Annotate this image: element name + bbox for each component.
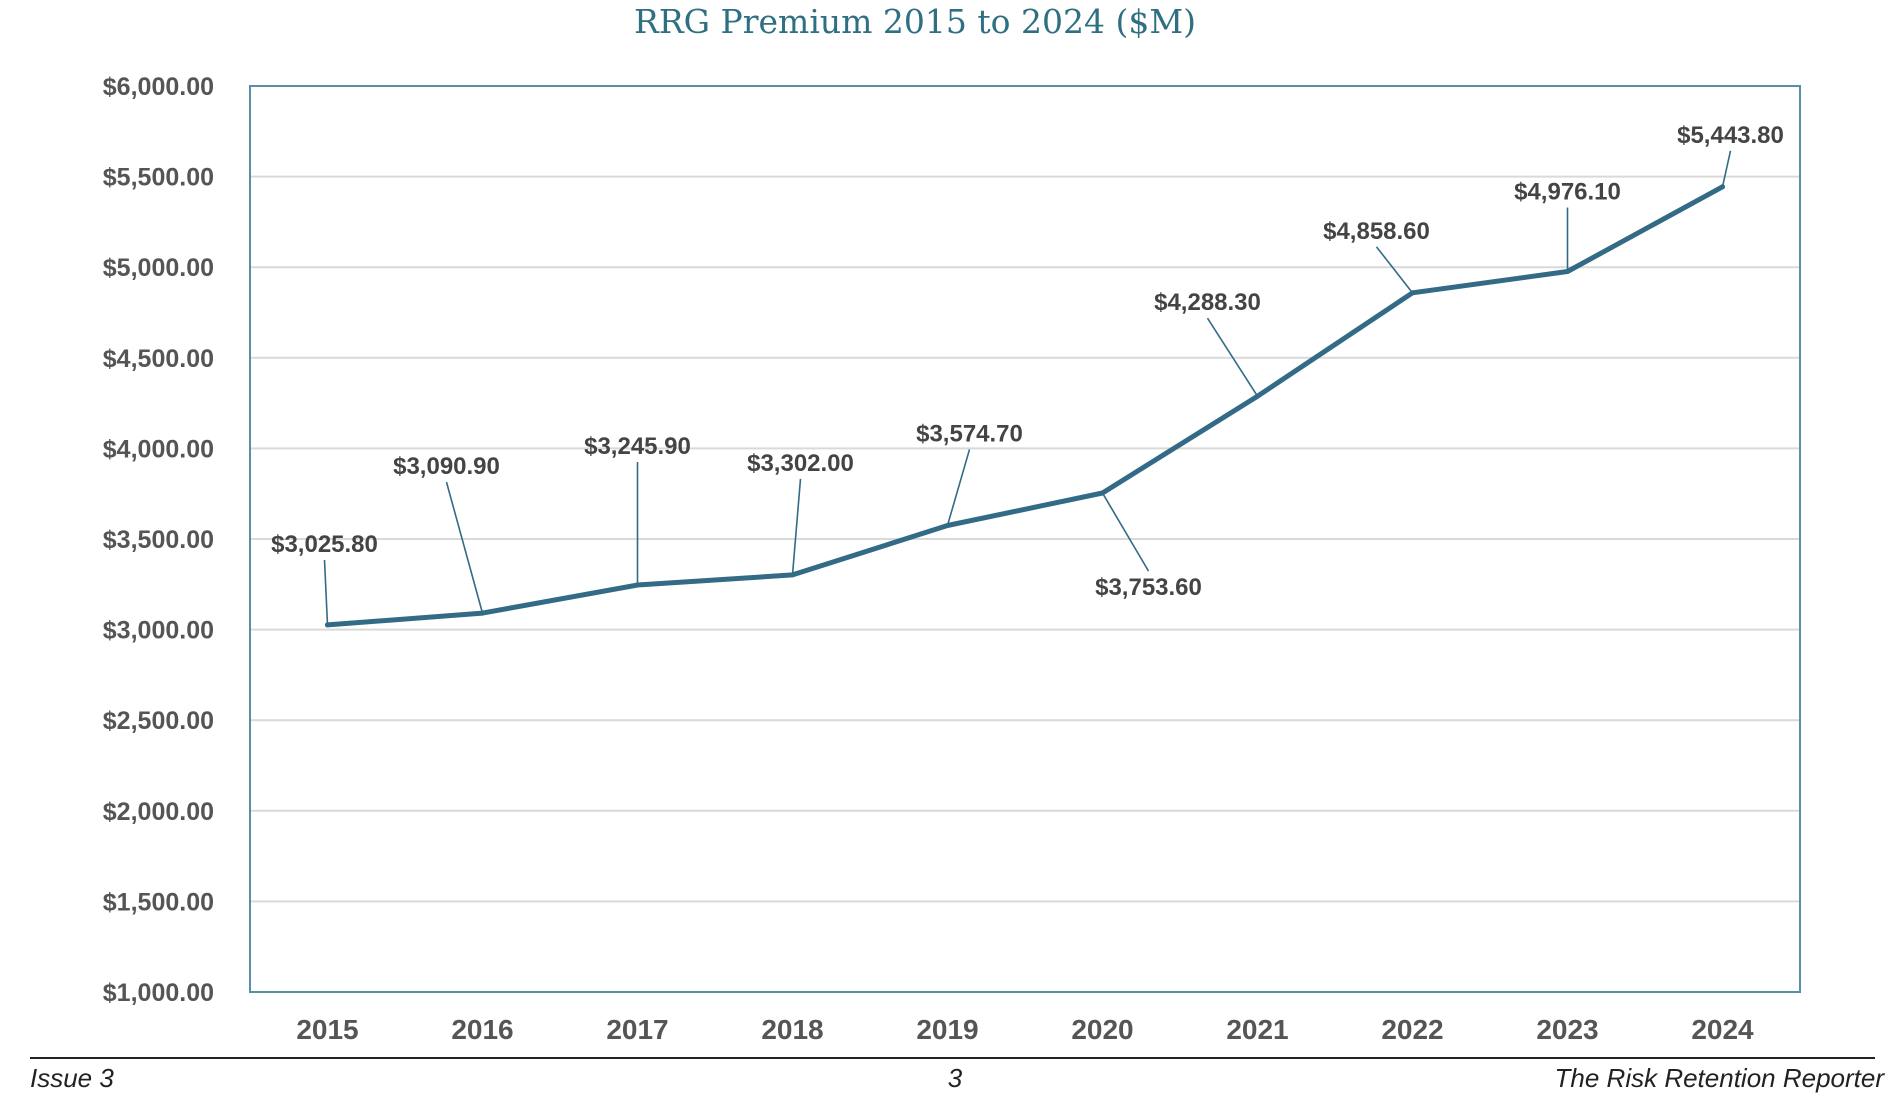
x-tick-label: 2016 (451, 1014, 513, 1045)
y-tick-label: $2,500.00 (103, 707, 214, 735)
y-tick-label: $3,500.00 (103, 526, 214, 554)
data-label-leaders (323, 150, 1732, 625)
data-label-leader (1206, 317, 1259, 397)
x-tick-label: 2018 (761, 1014, 823, 1045)
data-point (1410, 290, 1415, 296)
footer-page-number: 3 (947, 1063, 963, 1093)
data-label: $3,025.80 (271, 531, 378, 558)
x-tick-label: 2024 (1691, 1014, 1754, 1045)
y-tick-label: $5,500.00 (103, 164, 214, 192)
y-tick-label: $1,500.00 (103, 888, 214, 916)
data-point (480, 610, 485, 616)
series-line (325, 184, 1725, 628)
gridlines (250, 175, 1800, 903)
data-label-leader (1375, 246, 1414, 294)
y-axis-ticks: $1,000.00 $1,500.00 $2,000.00 $2,500.00 $3,0… (103, 73, 214, 1007)
data-label-leader (791, 478, 802, 575)
line-chart: $1,000.00 $1,500.00 $2,000.00 $2,500.00 $3,0… (103, 73, 1801, 1045)
x-tick-label: 2015 (296, 1014, 358, 1045)
data-point (1565, 269, 1570, 275)
data-label-leader (946, 449, 971, 526)
x-tick-label: 2017 (606, 1014, 668, 1045)
data-label-leader (323, 559, 329, 625)
data-label: $3,753.60 (1095, 574, 1202, 601)
y-tick-label: $4,500.00 (103, 345, 214, 373)
data-point (945, 522, 950, 528)
data-labels: $3,025.80 $3,090.90 $3,245.90 $3,302.00 $3,5… (271, 122, 1784, 601)
data-point (1100, 490, 1105, 496)
footer-issue: Issue 3 (30, 1063, 114, 1093)
data-point (1255, 393, 1260, 399)
x-tick-label: 2020 (1071, 1014, 1133, 1045)
x-tick-label: 2023 (1536, 1014, 1598, 1045)
data-label: $5,443.80 (1677, 122, 1784, 149)
data-label: $4,288.30 (1154, 289, 1261, 316)
data-label: $4,858.60 (1323, 218, 1430, 245)
data-label: $3,245.90 (584, 433, 691, 460)
chart-title: RRG Premium 2015 to 2024 ($M) (633, 2, 1197, 41)
data-point (790, 572, 795, 578)
data-label: $3,302.00 (747, 450, 854, 477)
data-point (325, 622, 330, 628)
data-label-leader (1721, 150, 1732, 187)
y-tick-label: $4,000.00 (103, 435, 214, 463)
data-label-leader (445, 481, 484, 614)
y-tick-label: $1,000.00 (103, 979, 214, 1007)
y-tick-label: $6,000.00 (103, 73, 214, 101)
data-label: $3,574.70 (916, 420, 1023, 447)
data-label: $4,976.10 (1514, 179, 1621, 206)
footer-publication: The Risk Retention Reporter (1554, 1063, 1884, 1093)
y-tick-label: $3,000.00 (103, 617, 214, 645)
data-label-leader (1101, 492, 1150, 572)
data-label: $3,090.90 (393, 453, 500, 480)
data-point (635, 582, 640, 588)
y-tick-label: $5,000.00 (103, 254, 214, 282)
plot-area-border (249, 85, 1801, 993)
data-points (325, 184, 1725, 628)
footer-divider (30, 1057, 1875, 1059)
x-tick-label: 2021 (1226, 1014, 1288, 1045)
x-tick-label: 2022 (1381, 1014, 1443, 1045)
x-tick-label: 2019 (916, 1014, 978, 1045)
x-axis-ticks: 2015 2016 2017 2018 2019 2020 2021 2022 2023 2024 (296, 1014, 1754, 1045)
data-point (1720, 184, 1725, 190)
y-tick-label: $2,000.00 (103, 798, 214, 826)
